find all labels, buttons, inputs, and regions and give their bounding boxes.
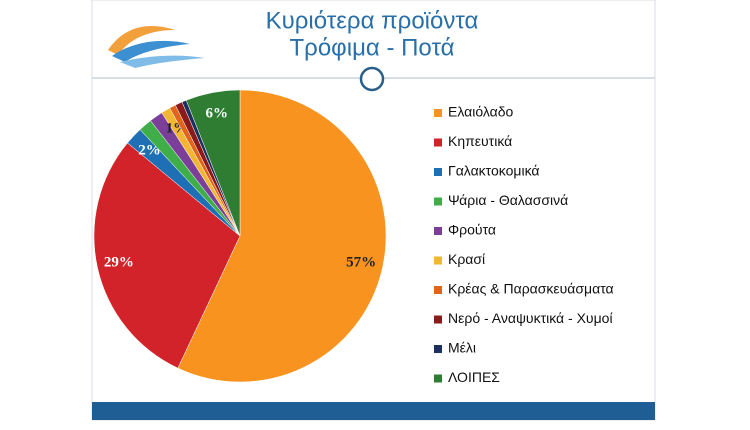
legend-label: Νερό - Αναψυκτικά - Χυμοί	[448, 310, 613, 326]
legend-label: Κρέας & Παρασκευάσματα	[448, 281, 614, 297]
legend-swatch	[434, 315, 442, 324]
legend-label: Μέλι	[448, 340, 476, 356]
legend-label: ΛΟΙΠΕΣ	[448, 369, 500, 385]
legend-label: Γαλακτοκομικά	[448, 163, 540, 179]
legend-swatch	[434, 138, 442, 147]
legend-label: Φρούτα	[448, 222, 496, 238]
pie: 57%29%2%1%6%	[93, 89, 387, 383]
logo	[108, 26, 205, 68]
footer-band	[92, 402, 655, 420]
data-label: 6%	[205, 106, 228, 122]
legend-swatch	[434, 109, 442, 117]
pie-slice	[93, 142, 241, 369]
legend-swatch	[434, 345, 442, 353]
legend-label: Κηπευτικά	[448, 133, 512, 149]
legend-swatch	[434, 197, 442, 206]
pie-slice	[177, 89, 387, 383]
legend-label: Κρασί	[448, 251, 485, 267]
chart-subtitle: Τρόφιμα - Ποτά	[290, 34, 455, 61]
legend-swatch	[434, 286, 442, 294]
legend: Ελαιόλαδο Κηπευτικά Γαλακτοκομικά Ψάρια - Θ…	[434, 104, 614, 385]
legend-swatch	[434, 227, 442, 235]
legend-label: Ελαιόλαδο	[448, 104, 514, 120]
legend-swatch	[434, 256, 442, 265]
data-label: 57%	[346, 255, 376, 271]
data-label: 2%	[138, 142, 161, 158]
pie-slice	[185, 89, 241, 237]
legend-swatch	[434, 168, 442, 176]
legend-swatch	[434, 374, 442, 383]
chart-title: Κυριότερα προϊόντα	[266, 7, 479, 34]
rule-ornament	[359, 66, 385, 92]
data-label: 29%	[104, 255, 134, 271]
legend-label: Ψάρια - Θαλασσινά	[448, 192, 568, 208]
